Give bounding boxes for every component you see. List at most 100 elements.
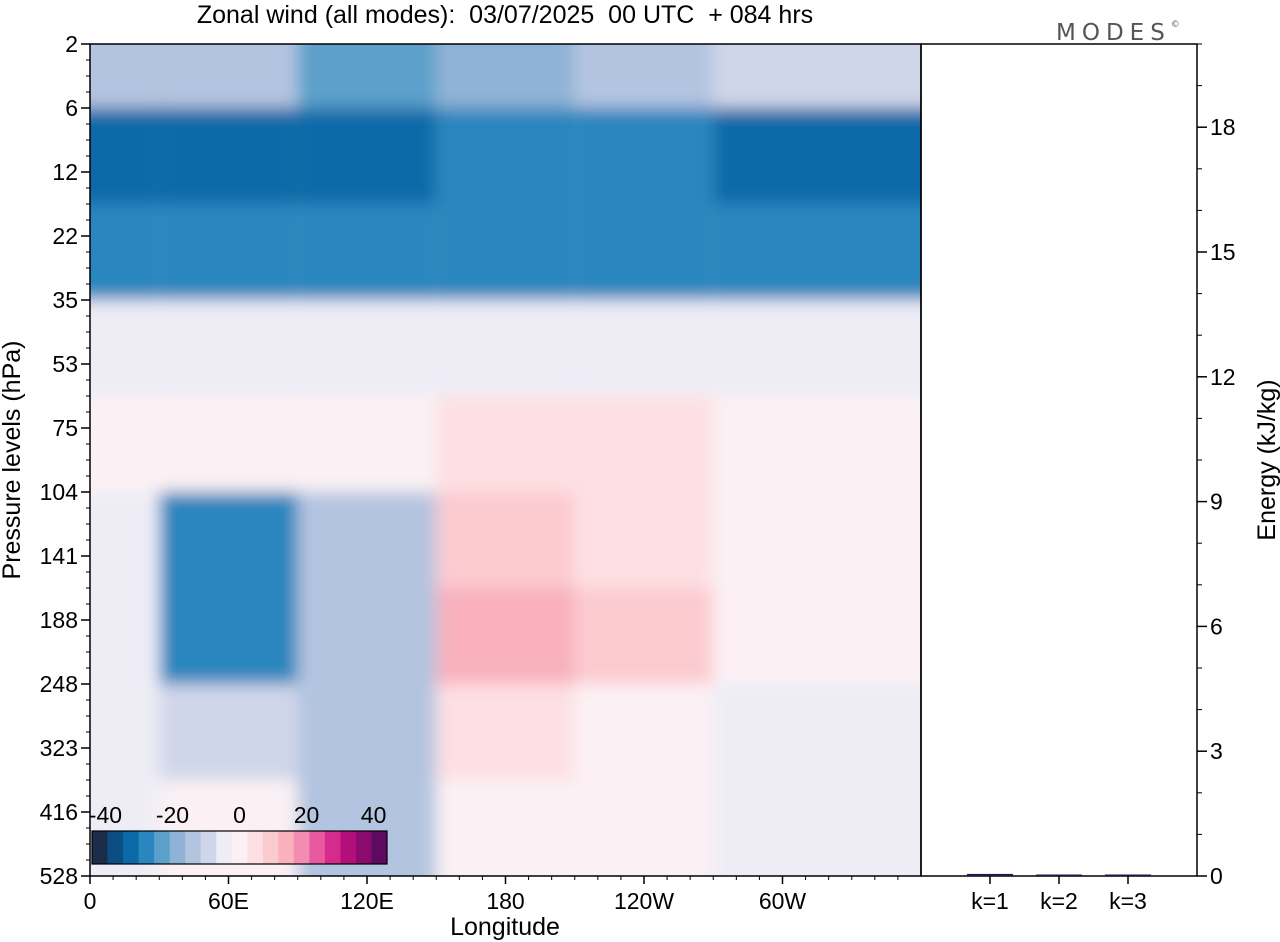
y-axis-label: Pressure levels (hPa) [0, 341, 26, 580]
heatmap-cell [574, 108, 714, 204]
colorbar-frame [91, 830, 388, 865]
heatmap-cell [436, 44, 575, 108]
heatmap-cell [713, 44, 921, 108]
x-tick-label: 120W [614, 888, 674, 914]
x-tick-label: 60W [759, 888, 807, 914]
colorbar: -40 -20 0 20 40 [89, 802, 388, 865]
heatmap-cell [159, 396, 298, 492]
y-tick-label: 188 [40, 607, 78, 633]
heatmap-cell [713, 396, 921, 492]
heatmap-cell [90, 396, 160, 492]
energy-tick-label: 12 [1210, 364, 1236, 390]
energy-tick-label: 0 [1210, 863, 1223, 889]
wind-heatmap [90, 44, 921, 876]
heatmap-cell [90, 300, 160, 396]
heatmap-cell [159, 44, 298, 108]
heatmap-cell [297, 300, 437, 396]
energy-bar [1036, 874, 1082, 876]
heatmap-cell [297, 44, 437, 108]
heatmap-cell [574, 780, 714, 876]
colorbar-swatch [247, 831, 264, 864]
colorbar-swatch [293, 831, 310, 864]
colorbar-swatch [107, 831, 124, 864]
logo-text: MODES [1056, 20, 1171, 46]
heatmap-cell [436, 300, 575, 396]
heatmap-cell [574, 300, 714, 396]
heatmap-field [90, 44, 921, 876]
heatmap-cell [713, 780, 921, 876]
energy-bars: k=1 k=2 k=3 [967, 873, 1151, 914]
colorbar-swatch [185, 831, 202, 864]
x-axis-label: Longitude [450, 913, 560, 941]
heatmap-cell [90, 684, 160, 780]
heatmap-cell [297, 108, 437, 204]
colorbar-swatch [340, 831, 357, 864]
colorbar-swatch [371, 831, 388, 864]
energy-tick-label: 15 [1210, 239, 1236, 265]
colorbar-swatch [200, 831, 217, 864]
heatmap-cell [574, 396, 714, 492]
heatmap-cell [436, 780, 575, 876]
colorbar-swatch [154, 831, 171, 864]
heatmap-cell [713, 108, 921, 204]
colorbar-swatch [355, 831, 372, 864]
heatmap-cell [574, 204, 714, 300]
colorbar-swatch [92, 831, 109, 864]
heatmap-cell [297, 204, 437, 300]
y-tick-label: 528 [40, 863, 78, 889]
energy-bar [967, 873, 1013, 876]
colorbar-swatch [216, 831, 233, 864]
y-tick-label: 248 [40, 671, 78, 697]
heatmap-cell [713, 588, 921, 684]
energy-category-label: k=3 [1109, 888, 1147, 914]
x-tick-label: 120E [340, 888, 394, 914]
colorbar-swatch [231, 831, 248, 864]
modes-logo: MODES© [1056, 20, 1180, 46]
x-tick-label: 180 [486, 888, 524, 914]
energy-tick-label: 6 [1210, 613, 1223, 639]
heatmap-cell [574, 684, 714, 780]
heatmap-cell [90, 204, 160, 300]
heatmap-cell [159, 108, 298, 204]
heatmap-cell [713, 684, 921, 780]
heatmap-cell [436, 396, 575, 492]
colorbar-tick-label: 40 [361, 802, 387, 828]
heatmap-cell [436, 684, 575, 780]
y-tick-label: 35 [52, 287, 78, 313]
heatmap-cell [297, 684, 437, 780]
colorbar-tick-label: 0 [233, 802, 246, 828]
heatmap-cell [90, 44, 160, 108]
colorbar-swatch [278, 831, 295, 864]
x-tick-label: 0 [84, 888, 97, 914]
heatmap-cell [159, 588, 298, 684]
heatmap-cell [436, 492, 575, 588]
y-tick-label: 53 [52, 351, 78, 377]
energy-bar [1105, 874, 1151, 876]
colorbar-tick-label: 20 [294, 802, 320, 828]
heatmap-cell [436, 204, 575, 300]
colorbar-swatch [324, 831, 341, 864]
y-tick-label: 2 [65, 31, 78, 57]
colorbar-swatch [123, 831, 140, 864]
heatmap-cell [297, 492, 437, 588]
colorbar-swatch [138, 831, 155, 864]
energy-tick-label: 9 [1210, 489, 1223, 515]
heatmap-cell [159, 204, 298, 300]
heatmap-cell [574, 588, 714, 684]
y-tick-label: 323 [40, 735, 78, 761]
heatmap-cell [159, 300, 298, 396]
y-tick-label: 6 [65, 95, 78, 121]
energy-category-label: k=1 [971, 888, 1009, 914]
energy-axes: 0 3 6 9 12 15 18 [1197, 43, 1236, 889]
x-tick-label: 60E [208, 888, 249, 914]
y-tick-label: 104 [40, 479, 79, 505]
heatmap-cell [436, 108, 575, 204]
heatmap-cell [90, 492, 160, 588]
heatmap-cell [574, 492, 714, 588]
heatmap-cell [90, 588, 160, 684]
energy-axis-label: Energy (kJ/kg) [1253, 379, 1280, 540]
heatmap-cell [159, 684, 298, 780]
colorbar-tick-label: -20 [156, 802, 189, 828]
energy-tick-label: 18 [1210, 114, 1236, 140]
